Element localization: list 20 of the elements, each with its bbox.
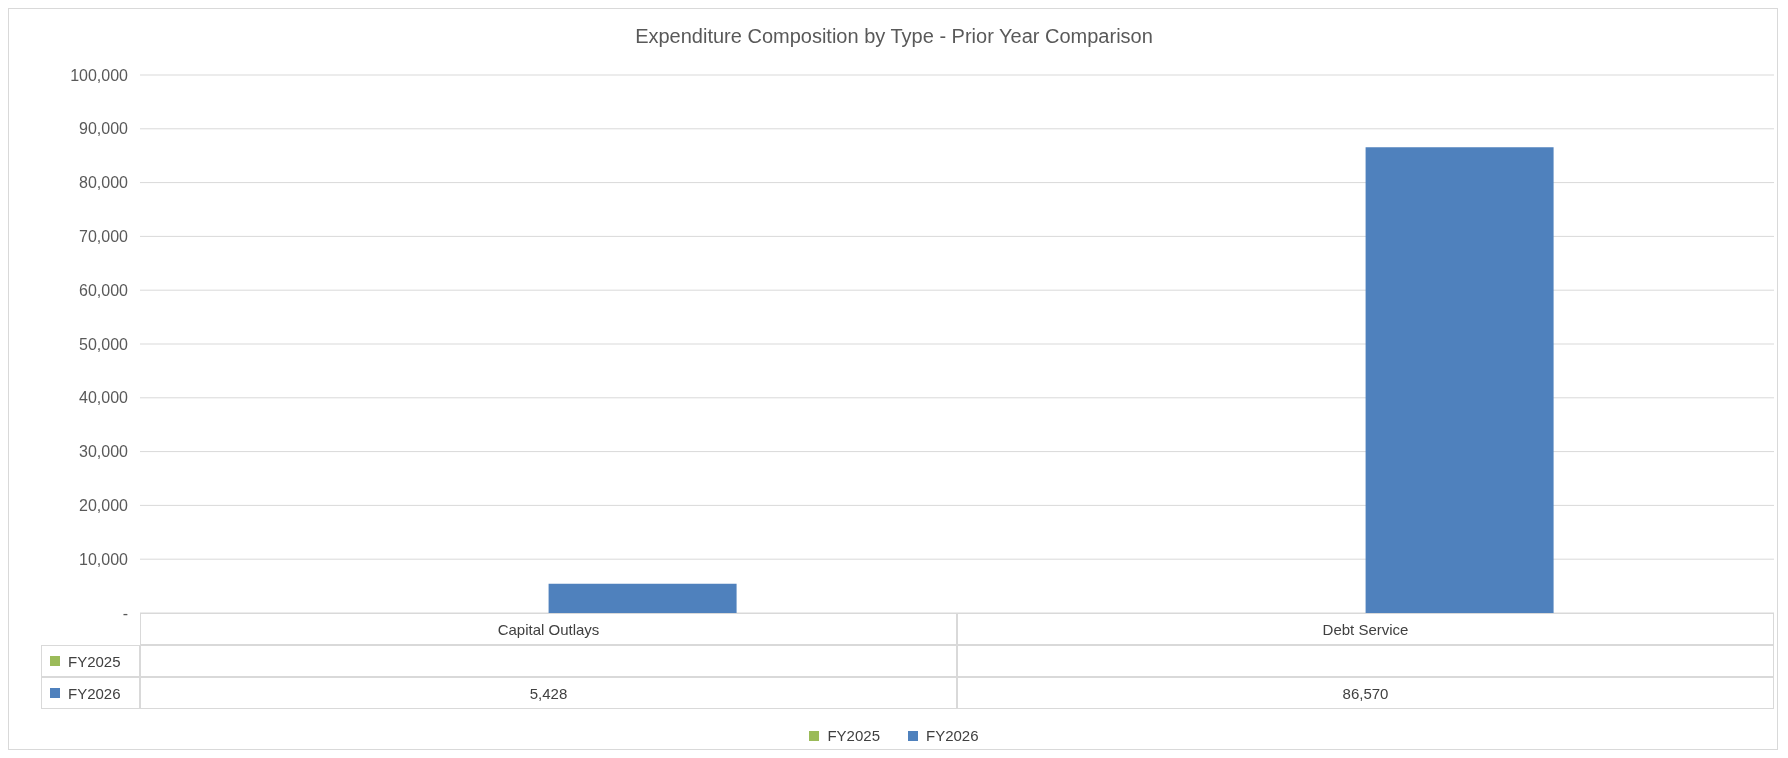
x-tick-label: Debt Service [957,613,1774,645]
y-tick-label: 10,000 [79,550,129,568]
y-tick-label: 60,000 [79,281,129,299]
y-tick-label: 20,000 [79,497,129,515]
x-tick-label: Capital Outlays [140,613,957,645]
data-label: 86,570 [957,677,1774,709]
chart-title: Expenditure Composition by Type - Prior Year Comparison [634,25,1154,48]
text: FY2025 [827,727,880,744]
y-tick-label: 30,000 [79,443,129,461]
text: FY2026 [68,684,121,702]
legend-label: FY2026 [925,727,979,744]
y-tick-label: 100,000 [70,66,129,84]
y-tick-label: - [122,604,128,622]
legend-label: FY2025 [68,652,121,670]
y-tick-label: 90,000 [79,120,129,138]
data-label: 5,428 [140,677,957,709]
y-tick-label: 80,000 [79,174,129,192]
y-tick-label: 70,000 [79,228,129,246]
y-tick-label: 40,000 [79,389,129,407]
y-tick-label: 50,000 [79,335,129,353]
